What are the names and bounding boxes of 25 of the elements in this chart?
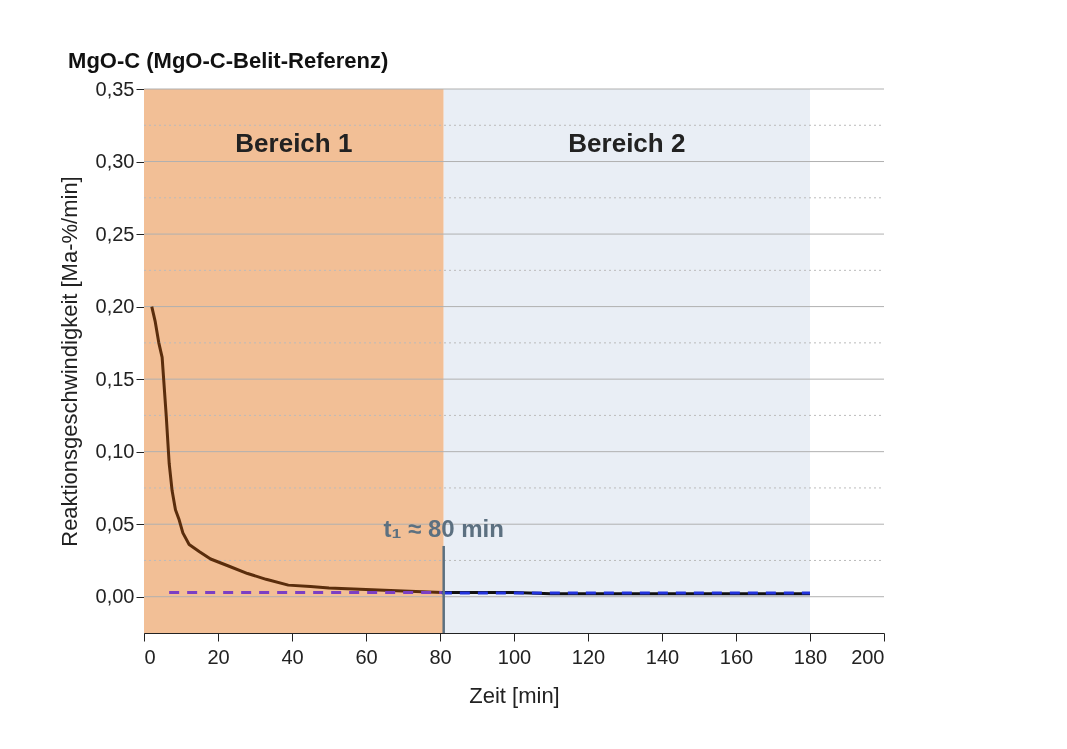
chart-title: MgO-C (MgO-C-Belit-Referenz) bbox=[68, 48, 389, 73]
ref-line-label: t₁ ≈ 80 min bbox=[383, 514, 504, 542]
x-tick-label: 180 bbox=[793, 645, 828, 668]
y-tick-label: 0,15 bbox=[95, 367, 135, 390]
x-tick-label: 140 bbox=[645, 645, 680, 668]
y-tick-label: 0,00 bbox=[95, 585, 135, 608]
x-tick-label: 0 bbox=[144, 645, 156, 668]
x-tick-label: 200 bbox=[851, 645, 885, 668]
y-tick-label: 0,10 bbox=[95, 440, 135, 463]
y-tick-label: 0,20 bbox=[95, 295, 135, 318]
x-tick-label: 160 bbox=[719, 645, 754, 668]
y-tick-label: 0,25 bbox=[95, 222, 135, 245]
x-tick-label: 60 bbox=[355, 645, 378, 668]
x-tick-label: 100 bbox=[497, 645, 532, 668]
x-tick-label: 20 bbox=[207, 645, 230, 668]
y-axis-title: Reaktionsgeschwindigkeit [Ma-%/min] bbox=[56, 176, 82, 547]
band-label: Bereich 2 bbox=[568, 128, 686, 158]
x-tick-label: 120 bbox=[571, 645, 606, 668]
y-tick-label: 0,05 bbox=[95, 512, 135, 535]
x-tick-label: 80 bbox=[429, 645, 452, 668]
x-axis-title: Zeit [min] bbox=[469, 682, 560, 708]
band-label: Bereich 1 bbox=[235, 128, 353, 158]
y-tick-label: 0,30 bbox=[95, 150, 135, 173]
x-tick-label: 40 bbox=[281, 645, 304, 668]
y-tick-label: 0,35 bbox=[95, 77, 135, 100]
